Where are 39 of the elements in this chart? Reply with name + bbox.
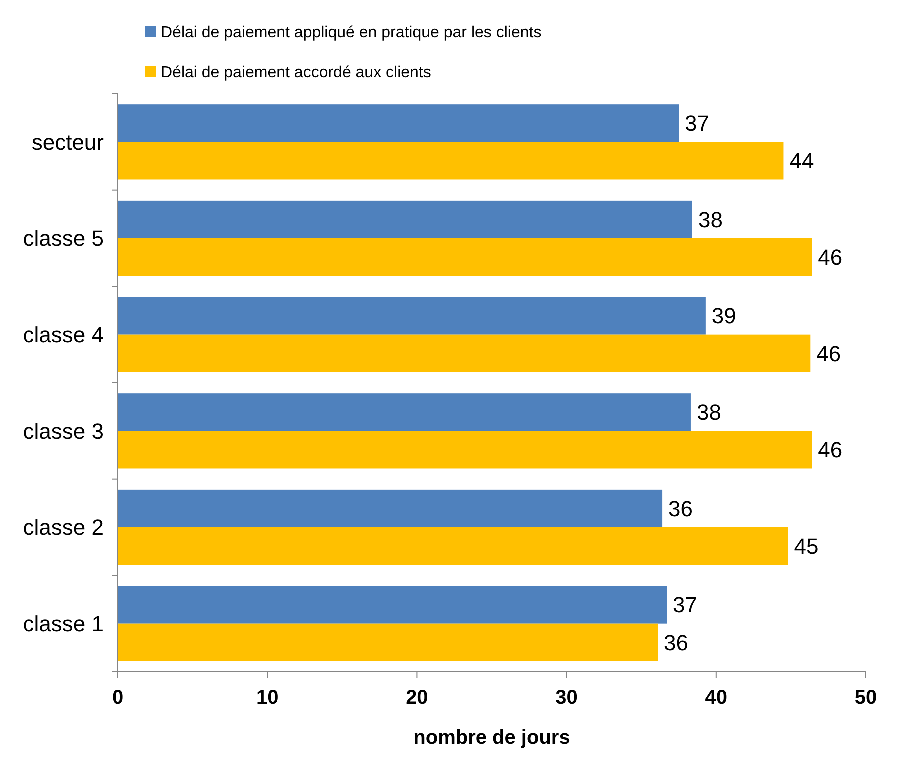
- bar: [118, 200, 692, 238]
- data-label: 39: [712, 304, 736, 329]
- x-tick-label: 20: [406, 687, 428, 709]
- y-tick-label: classe 2: [23, 515, 104, 540]
- y-tick-label: classe 1: [23, 612, 104, 637]
- bar: [118, 104, 679, 142]
- legend-label: Délai de paiement accordé aux clients: [161, 64, 432, 82]
- data-label: 46: [818, 244, 843, 270]
- data-label: 38: [696, 400, 722, 426]
- bar: [118, 297, 706, 335]
- y-tick-label: classe 3: [23, 418, 104, 444]
- bar: [118, 528, 788, 566]
- x-tick-label: 0: [112, 687, 124, 709]
- data-label: 46: [818, 438, 843, 463]
- bar: [118, 624, 658, 662]
- x-tick-label: 50: [854, 687, 878, 709]
- bar: [118, 334, 811, 372]
- bar: [118, 586, 668, 624]
- bar: [118, 142, 784, 180]
- y-tick-label: secteur: [32, 130, 104, 155]
- bar: [118, 394, 691, 432]
- data-label: 46: [816, 341, 842, 366]
- x-tick-label: 40: [705, 687, 728, 709]
- data-label: 38: [698, 207, 723, 232]
- legend-label: Délai de paiement appliqué en pratique par les clients: [161, 24, 542, 42]
- x-axis-title: nombre de jours: [414, 727, 570, 749]
- data-label: 36: [668, 496, 694, 522]
- bar: [118, 238, 812, 276]
- x-tick-label: 30: [556, 687, 578, 709]
- bar: [118, 431, 812, 469]
- data-label: 45: [794, 534, 819, 559]
- x-tick-label: 10: [256, 687, 279, 709]
- data-label: 44: [790, 148, 814, 174]
- data-label: 36: [664, 630, 689, 656]
- bar: [118, 490, 663, 528]
- data-label: 37: [685, 111, 710, 136]
- y-tick-label: classe 4: [23, 322, 104, 348]
- data-label: 37: [673, 592, 698, 618]
- y-tick-label: classe 5: [23, 226, 104, 252]
